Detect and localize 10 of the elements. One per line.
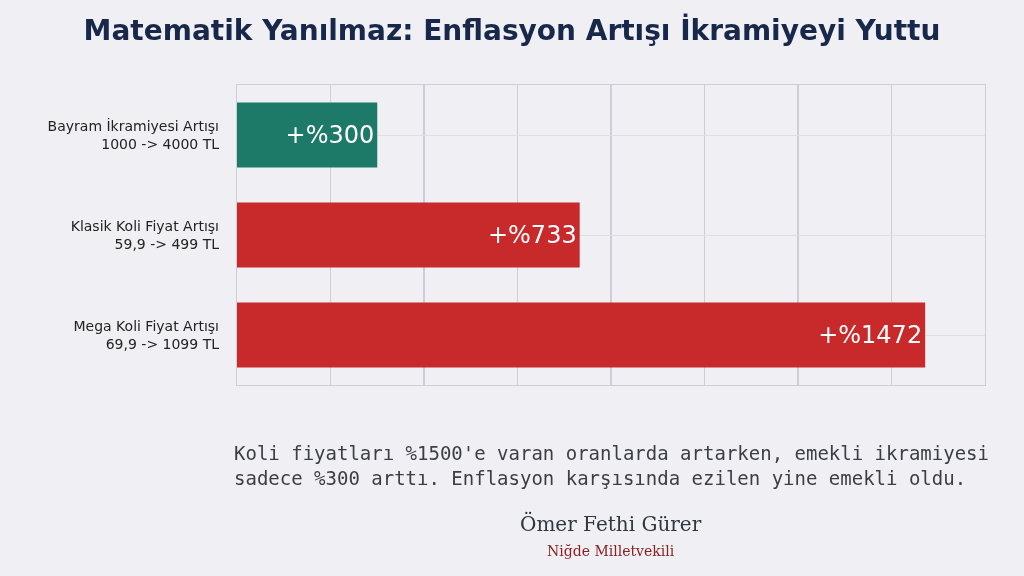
data-label: +%300 bbox=[285, 121, 375, 149]
data-label: +%733 bbox=[487, 221, 577, 249]
text: Koli fiyatları %1500'e varan oranlarda artarken, emekli ikramiyesi sadece %300 arttı. Enflasyon karşısında ezilen yine emekli oldu. bbox=[234, 442, 989, 489]
text: Niğde Milletvekili bbox=[547, 543, 675, 559]
y-tick-label: Mega Koli Fiyat Artışı 69,9 -> 1099 TL bbox=[73, 317, 220, 352]
text: Ömer Fethi Gürer bbox=[520, 511, 702, 536]
y-tick-label: Bayram İkramiyesi Artışı 1000 -> 4000 TL bbox=[47, 116, 220, 152]
data-label: +%1472 bbox=[818, 321, 923, 349]
y-tick-label: Klasik Koli Fiyat Artışı 59,9 -> 499 TL bbox=[70, 217, 220, 252]
chart-title: Matematik Yanılmaz: Enflasyon Artışı İkramiyeyi Yuttu bbox=[83, 12, 941, 47]
